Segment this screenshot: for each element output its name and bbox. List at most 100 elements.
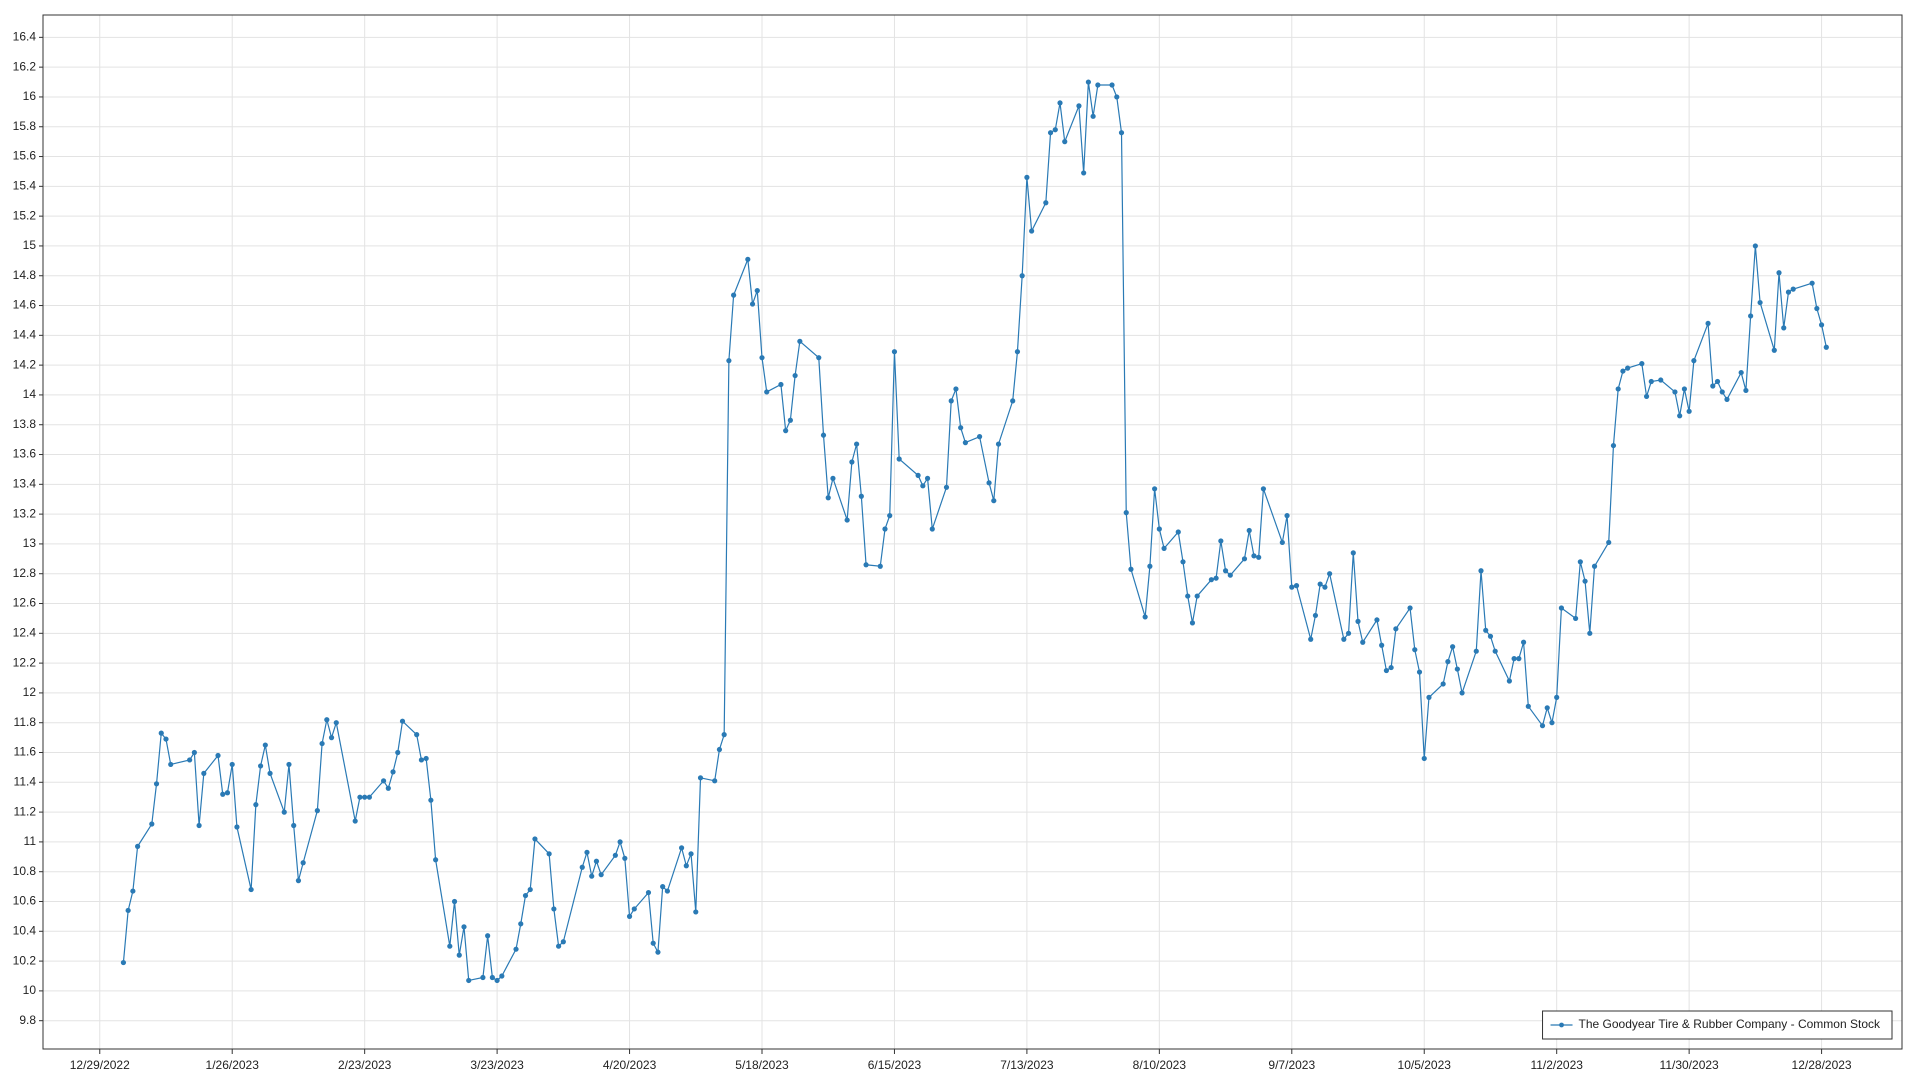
data-point	[716, 746, 723, 753]
x-tick-label: 12/28/2023	[1792, 1058, 1852, 1072]
y-tick-label: 10.4	[13, 923, 37, 937]
x-tick-label: 4/20/2023	[603, 1058, 657, 1072]
data-point	[1194, 593, 1200, 599]
data-point	[1558, 605, 1565, 611]
data-point	[489, 974, 495, 981]
data-point	[196, 822, 202, 829]
data-point	[248, 886, 254, 893]
data-point	[1426, 694, 1432, 700]
y-tick-label: 10.8	[13, 864, 37, 878]
x-tick-label: 2/23/2023	[338, 1058, 392, 1072]
data-point	[830, 475, 836, 481]
data-point	[1407, 605, 1413, 611]
data-point	[1014, 349, 1021, 355]
data-point	[1142, 614, 1148, 620]
data-point	[120, 959, 127, 966]
data-point	[1251, 553, 1257, 559]
legend-box	[1542, 1010, 1893, 1040]
data-point	[678, 845, 685, 851]
data-point	[1189, 620, 1196, 626]
data-point	[187, 757, 193, 763]
y-tick-label: 11.6	[14, 745, 37, 759]
y-tick-label: 12.2	[13, 655, 37, 669]
series-line	[122, 81, 1827, 982]
y-tick-label: 15	[23, 238, 37, 252]
data-point	[314, 808, 320, 814]
data-point	[1052, 127, 1058, 133]
x-tick-label: 3/23/2023	[470, 1058, 524, 1072]
data-point	[560, 939, 566, 945]
data-point	[224, 790, 231, 796]
data-point	[995, 441, 1002, 447]
data-point	[1062, 139, 1068, 145]
y-tick-label: 11	[24, 834, 37, 848]
data-point	[1047, 130, 1054, 136]
data-point	[328, 735, 335, 741]
data-point	[958, 425, 964, 431]
data-point	[295, 878, 302, 884]
data-point	[1549, 720, 1555, 726]
data-point	[532, 836, 538, 842]
data-point	[1213, 575, 1219, 581]
data-point	[253, 802, 259, 808]
data-point	[589, 873, 595, 879]
data-point	[1738, 369, 1744, 376]
y-tick-label: 10.2	[13, 953, 37, 967]
data-point	[451, 898, 458, 905]
data-point	[693, 909, 699, 915]
data-point	[494, 977, 500, 984]
data-point	[1421, 755, 1427, 762]
data-point	[1539, 723, 1546, 729]
data-point	[556, 943, 562, 949]
data-point	[948, 398, 954, 404]
data-point	[1752, 243, 1758, 249]
data-point	[1123, 510, 1129, 516]
data-point	[891, 349, 898, 355]
data-point	[1118, 130, 1125, 136]
data-point	[626, 913, 633, 919]
y-tick-label: 13.6	[13, 447, 37, 461]
data-point	[1379, 642, 1385, 648]
data-point	[1487, 633, 1494, 639]
data-point	[130, 888, 136, 894]
y-tick-label: 12	[23, 685, 37, 699]
data-point	[1327, 571, 1333, 577]
data-point	[1785, 289, 1792, 295]
data-point	[522, 892, 529, 899]
data-point	[749, 301, 756, 307]
data-point	[1639, 361, 1645, 367]
data-point	[1591, 563, 1598, 569]
data-point	[1610, 442, 1617, 449]
data-point	[447, 943, 453, 949]
data-point	[1109, 82, 1115, 88]
data-point	[1284, 513, 1290, 519]
data-point	[726, 358, 732, 364]
data-point	[1554, 694, 1560, 700]
data-point	[1388, 664, 1394, 671]
data-point	[362, 794, 368, 800]
data-point	[1350, 550, 1356, 556]
data-point	[234, 824, 240, 830]
data-point	[428, 797, 434, 803]
data-point	[423, 755, 429, 762]
data-point	[1748, 313, 1754, 319]
data-point	[584, 849, 590, 855]
y-tick-label: 16.2	[13, 59, 37, 73]
data-point	[877, 563, 883, 569]
data-point	[257, 763, 264, 769]
data-point	[1525, 703, 1531, 709]
data-point	[1043, 200, 1049, 206]
x-tick-label: 5/18/2023	[735, 1058, 789, 1072]
data-point	[1445, 659, 1451, 665]
data-point	[1781, 325, 1787, 331]
y-tick-label: 16	[23, 89, 37, 103]
data-point	[660, 883, 666, 890]
x-tick-label: 10/5/2023	[1398, 1058, 1452, 1072]
y-tick-label: 15.6	[13, 149, 37, 163]
data-point	[1175, 529, 1181, 535]
data-point	[1492, 648, 1498, 654]
x-tick-label: 8/10/2023	[1133, 1058, 1187, 1072]
data-point	[712, 778, 718, 784]
data-point	[1095, 82, 1101, 88]
data-point	[783, 428, 789, 434]
